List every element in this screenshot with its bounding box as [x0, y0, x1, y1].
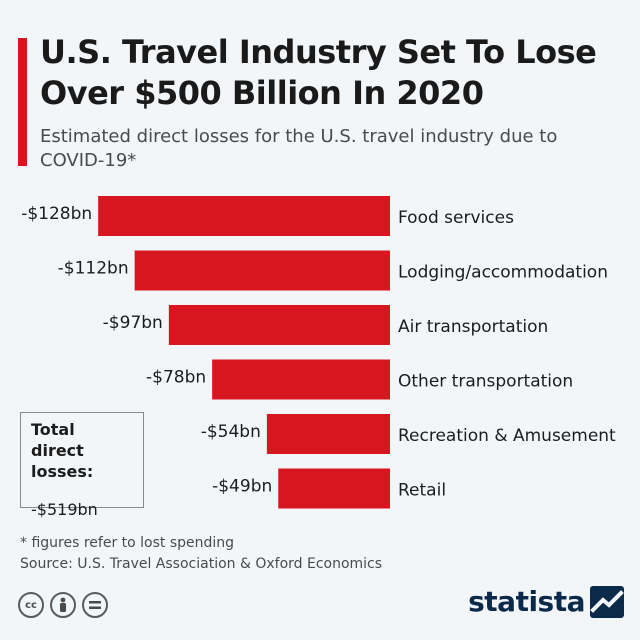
bar-1 [134, 250, 390, 291]
bar-chart: -$128bn Food services -$112bn Lodging/accom… [21, 196, 616, 509]
value-label-0: -$128bn [21, 204, 92, 224]
attribution-icon[interactable] [50, 592, 76, 618]
value-label-3: -$78bn [146, 368, 206, 388]
value-label-2: -$97bn [103, 313, 163, 333]
chart-title: U.S. Travel Industry Set To Lose Over $5… [40, 33, 597, 112]
bar-3 [212, 359, 390, 400]
bar-2 [168, 305, 390, 345]
brand-name: statista [468, 585, 585, 618]
category-label-0: Food services [398, 208, 514, 228]
value-label-1: -$112bn [58, 259, 129, 279]
title-accent-bar [18, 38, 27, 166]
bar-4 [266, 414, 390, 454]
value-label-5: -$49bn [212, 477, 272, 497]
statista-logo-icon [590, 585, 624, 618]
category-label-1: Lodging/accommodation [398, 263, 608, 283]
chart-subtitle: Estimated direct losses for the U.S. tra… [40, 126, 558, 171]
license-icons: cc [18, 592, 108, 618]
creative-commons-icon[interactable]: cc [18, 592, 44, 618]
bar-0 [98, 196, 390, 236]
bar-5 [278, 468, 390, 509]
statista-brand[interactable]: statista [468, 585, 624, 618]
category-label-5: Retail [398, 481, 446, 501]
footnote: * figures refer to lost spending Source:… [20, 533, 382, 575]
total-losses-box: Total direct losses: -$519bn [20, 412, 144, 519]
footnote-note: * figures refer to lost spending [20, 535, 235, 551]
total-losses-value: -$519bn [31, 500, 98, 519]
category-label-2: Air transportation [398, 317, 548, 337]
no-derivatives-icon[interactable] [82, 592, 108, 618]
category-label-3: Other transportation [398, 372, 573, 392]
total-losses-label: Total direct losses: [31, 420, 94, 481]
source-note: Source: U.S. Travel Association & Oxford… [20, 556, 383, 572]
value-label-4: -$54bn [201, 422, 261, 442]
category-label-4: Recreation & Amusement [398, 426, 616, 446]
